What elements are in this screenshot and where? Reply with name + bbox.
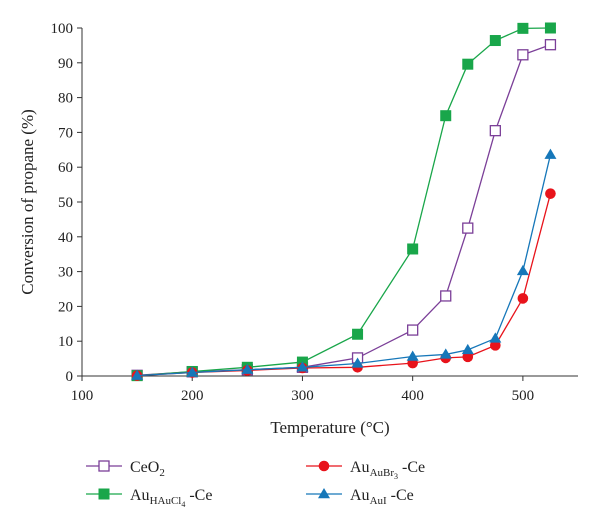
y-tick-label: 0 (66, 369, 74, 385)
series-0 (131, 39, 557, 381)
y-tick-label: 20 (58, 299, 73, 315)
legend: CeO2 AuHAuCl4 -Ce AuAuBr3 -Ce AuAuI -Ce (86, 459, 425, 509)
y-tick-label: 100 (51, 21, 74, 37)
axes (81, 28, 578, 377)
data-point (406, 350, 419, 361)
series-line (137, 27, 551, 377)
data-point (489, 332, 502, 343)
y-tick-label: 30 (58, 265, 73, 281)
series-line (137, 44, 551, 376)
y-tick-label: 80 (58, 91, 73, 107)
data-point (489, 35, 501, 47)
data-point (186, 366, 199, 377)
x-tick-group: 100 200 300 400 500 (71, 376, 534, 404)
data-point (516, 264, 529, 276)
legend-marker (318, 488, 330, 499)
plot-area (131, 22, 557, 382)
data-point (462, 222, 474, 234)
x-axis-title: Temperature (°C) (270, 418, 389, 437)
legend-item: AuAuI -Ce (306, 487, 414, 507)
data-point (296, 361, 309, 372)
data-point (462, 351, 474, 363)
series-line (137, 193, 552, 377)
y-tick-label: 40 (58, 230, 73, 246)
series-3 (131, 148, 557, 380)
data-point (544, 148, 557, 159)
data-point (544, 39, 557, 51)
data-point (544, 22, 556, 34)
x-tick-label: 100 (71, 388, 94, 404)
data-point (517, 49, 529, 61)
data-point (517, 22, 529, 34)
data-point (461, 343, 474, 355)
y-tick-label: 90 (58, 56, 73, 72)
data-point (489, 125, 501, 137)
data-point (407, 324, 419, 336)
y-tick-label: 70 (58, 125, 73, 141)
data-point (241, 363, 254, 374)
legend-marker (98, 460, 110, 472)
y-tick-group: 0 10 20 30 40 50 60 70 80 90 100 (51, 21, 82, 385)
data-point (440, 110, 452, 122)
legend-label: AuHAuCl4 -Ce (130, 487, 212, 509)
x-tick-label: 400 (401, 388, 424, 404)
y-tick-label: 60 (58, 160, 73, 176)
data-point (352, 328, 364, 340)
data-point (545, 188, 556, 199)
legend-label: AuAuBr3 -Ce (350, 459, 425, 481)
x-tick-label: 200 (181, 388, 204, 404)
data-point (462, 58, 474, 70)
series-2 (131, 188, 556, 381)
series-1 (131, 22, 556, 382)
legend-item: AuHAuCl4 -Ce (86, 487, 212, 509)
data-point (407, 243, 419, 255)
legend-marker (98, 488, 110, 500)
legend-item: CeO2 (86, 459, 165, 479)
data-point (439, 348, 452, 359)
data-point (351, 357, 364, 368)
legend-item: AuAuBr3 -Ce (306, 459, 425, 481)
legend-label: CeO2 (130, 459, 165, 479)
data-point (440, 290, 452, 302)
x-tick-label: 500 (512, 388, 535, 404)
y-axis-title: Conversion of propane (%) (18, 109, 37, 295)
data-point (490, 340, 501, 351)
y-tick-label: 50 (58, 195, 73, 211)
x-tick-label: 300 (291, 388, 314, 404)
data-point (131, 369, 144, 380)
data-point (517, 293, 529, 304)
series-line (137, 154, 552, 377)
legend-label: AuAuI -Ce (350, 487, 414, 507)
legend-marker (318, 460, 330, 472)
y-tick-label: 10 (58, 334, 73, 350)
